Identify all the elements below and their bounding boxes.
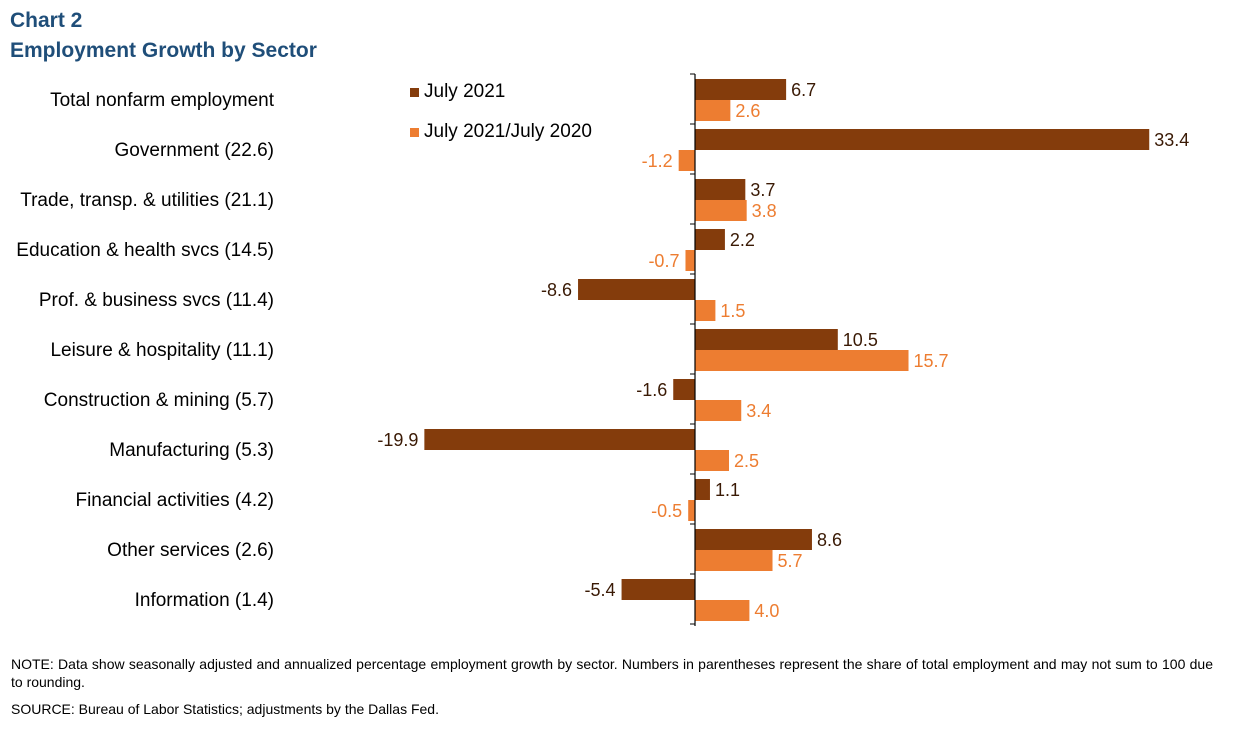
bar-july-2021: [695, 329, 838, 350]
legend-label: July 2021: [424, 81, 505, 102]
category-label: Construction & mining (5.7): [44, 390, 274, 411]
bar-july-2021-july-2020: [695, 100, 731, 121]
category-label: Manufacturing (5.3): [109, 440, 274, 461]
data-label: 2.6: [735, 101, 760, 121]
legend-swatch-july-2021-july-2020: [410, 128, 419, 137]
data-label: -0.7: [648, 251, 679, 271]
data-label: -0.5: [651, 501, 682, 521]
chart-note: NOTE: Data show seasonally adjusted and …: [11, 656, 1213, 690]
bar-july-2021: [424, 429, 695, 450]
category-label: Other services (2.6): [107, 540, 274, 561]
data-label: -1.2: [642, 151, 673, 171]
bar-july-2021-july-2020: [695, 550, 773, 571]
data-label: 2.5: [734, 451, 759, 471]
category-label: Financial activities (4.2): [75, 490, 274, 511]
data-label: 4.0: [754, 601, 779, 621]
data-label: 2.2: [730, 230, 755, 250]
data-label: 15.7: [914, 351, 949, 371]
title-block: Chart 2 Employment Growth by Sector: [10, 6, 317, 66]
data-label: 6.7: [791, 80, 816, 100]
data-label: 8.6: [817, 530, 842, 550]
category-label: Leisure & hospitality (11.1): [50, 340, 274, 361]
data-label: 3.4: [746, 401, 771, 421]
data-label: 33.4: [1154, 130, 1189, 150]
data-label: -8.6: [541, 280, 572, 300]
bar-july-2021: [695, 479, 710, 500]
bar-july-2021: [621, 579, 695, 600]
bar-chart: Total nonfarm employment Government (22.6…: [16, 73, 1189, 626]
data-label: -19.9: [377, 430, 418, 450]
bar-july-2021: [695, 129, 1150, 150]
data-label: 10.5: [843, 330, 878, 350]
bar-july-2021-july-2020: [695, 600, 750, 621]
bar-july-2021-july-2020: [688, 500, 695, 521]
bar-july-2021-july-2020: [695, 350, 909, 371]
chart-title: Chart 2: [10, 9, 83, 32]
data-label: -1.6: [636, 380, 667, 400]
bar-july-2021: [673, 379, 695, 400]
category-label: Prof. & business svcs (11.4): [39, 290, 274, 311]
category-label: Information (1.4): [135, 590, 274, 611]
bar-july-2021-july-2020: [685, 250, 695, 271]
data-label: -5.4: [585, 580, 616, 600]
category-label: Total nonfarm employment: [50, 90, 275, 111]
bar-july-2021-july-2020: [695, 450, 729, 471]
data-label: 1.5: [720, 301, 745, 321]
bar-july-2021: [695, 229, 725, 250]
bar-july-2021: [695, 79, 787, 100]
category-label: Education & health svcs (14.5): [16, 240, 274, 261]
bar-july-2021: [695, 179, 746, 200]
data-label: 1.1: [715, 480, 740, 500]
bar-july-2021: [578, 279, 695, 300]
chart-subtitle: Employment Growth by Sector: [10, 39, 317, 62]
bar-july-2021-july-2020: [695, 200, 747, 221]
category-label: Government (22.6): [115, 140, 274, 161]
bar-july-2021: [695, 529, 812, 550]
bar-july-2021-july-2020: [695, 300, 716, 321]
legend-swatch-july-2021: [410, 88, 419, 97]
data-label: 3.7: [750, 180, 775, 200]
chart-source: SOURCE: Bureau of Labor Statistics; adju…: [11, 701, 439, 717]
data-label: 3.8: [752, 201, 777, 221]
legend-label: July 2021/July 2020: [424, 121, 592, 142]
data-label: 5.7: [778, 551, 803, 571]
bar-july-2021-july-2020: [695, 400, 742, 421]
category-label: Trade, transp. & utilities (21.1): [20, 190, 274, 211]
bar-july-2021-july-2020: [678, 150, 695, 171]
